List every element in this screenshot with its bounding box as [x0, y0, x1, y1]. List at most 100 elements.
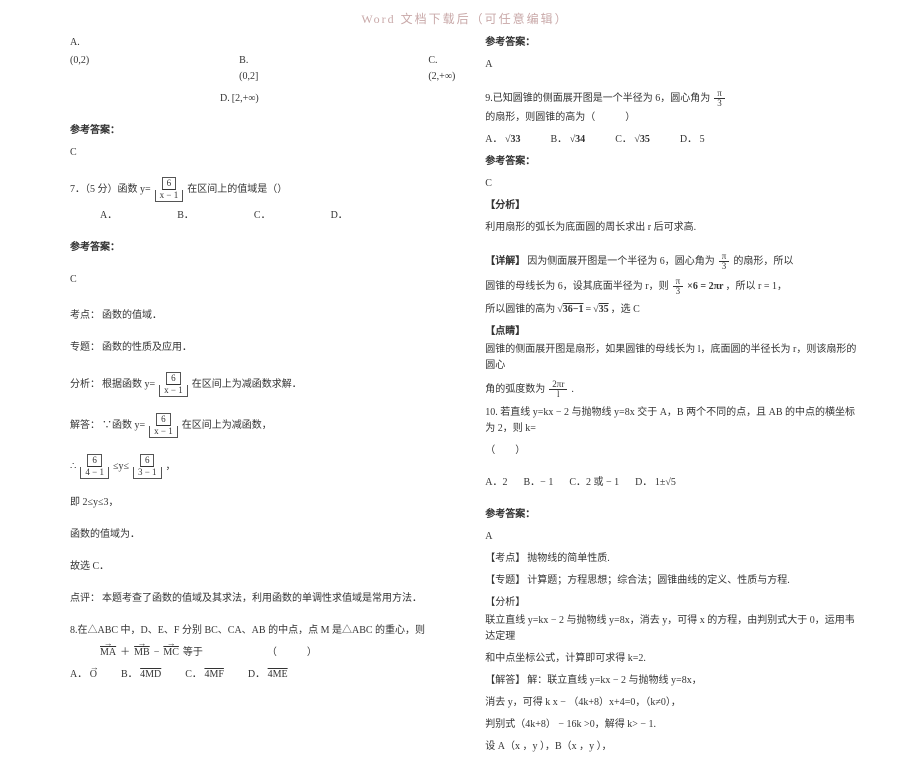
jieda-post: 在区间上为减函数， — [182, 418, 272, 434]
q6-option-a-row: A. — [70, 35, 455, 51]
q10-line1: 10. 若直线 y=kx − 2 与抛物线 y=8x 交于 A，B 两个不同的点… — [485, 405, 860, 437]
sqrt-value: 1±√5 — [655, 477, 676, 488]
jd-line4: 设 A（x ，y ），B（x ，y ）， — [485, 739, 860, 755]
plus-sign: ＋ — [120, 645, 130, 661]
q10-options: A．2 B．− 1 C．2 或 − 1 D． 1±√5 — [485, 475, 860, 491]
vector-o: O — [90, 669, 97, 680]
vector-4mf: 4MF — [204, 669, 223, 680]
mul-text: ×6 = 2πr — [687, 279, 723, 295]
option-letter: B. — [239, 55, 248, 66]
q7-stem: 7．（5 分）函数 y= 6 x − 1 在区间上的值域是（） — [70, 177, 455, 202]
kaodian-value: 函数的值域． — [102, 308, 162, 324]
minus-sign: − — [154, 645, 160, 661]
fraction-icon: 6 4 − 1 — [80, 454, 109, 479]
range-line: 即 2≤y≤3， — [70, 495, 455, 511]
fx2-row: 【分析】 联立直线 y=kx − 2 与抛物线 y=8x，消去 y，可得 x 的… — [485, 595, 860, 645]
q7-post: 在区间上的值域是（） — [187, 182, 287, 198]
option-letter: B． — [121, 669, 138, 680]
option-letter: A. — [70, 35, 80, 51]
frac-num: 6 — [162, 177, 177, 190]
option-letter: A． — [70, 669, 87, 680]
answer-label: 参考答案： — [485, 154, 860, 170]
sqrt-in: 36−1 — [563, 304, 584, 315]
left-column: A. (0,2) B. (0,2] C. (2,+∞) D. [2,+∞) 参考… — [70, 35, 455, 755]
mu-row: 圆锥的母线长为 6，设其底面半径为 r，则 π 3 ×6 = 2πr ，所以 r… — [485, 277, 860, 296]
q6-options-row: (0,2) B. (0,2] C. (2,+∞) — [70, 53, 455, 85]
option-letter: A． — [485, 134, 502, 145]
fraction-icon: 6 x − 1 — [159, 372, 188, 397]
mu-post: ，所以 r = 1， — [726, 279, 787, 295]
interval-b: (0,2] — [239, 71, 258, 82]
opt-c: C．2 或 − 1 — [569, 475, 619, 491]
fraction-icon: π 3 — [673, 277, 684, 296]
answer-value: C — [70, 272, 455, 288]
page-header: Word 文档下载后（可任意编辑） — [70, 10, 860, 27]
frac-num: 6 — [87, 454, 102, 467]
frac-den: 4 − 1 — [80, 467, 109, 479]
q8-vector-row: MA ＋ MB − MC 等于 （ ） — [100, 645, 455, 661]
opt-b-block: B. (0,2] — [239, 53, 258, 85]
option-letter: C. — [428, 55, 437, 66]
mid-text: ≤y≤ — [113, 459, 129, 475]
fenxi-pre: 根据函数 y= — [102, 377, 155, 393]
vector-4me: 4ME — [268, 669, 288, 680]
xiangjie-row: 【详解】 因为侧面展开图是一个半径为 6，圆心角为 π 3 的扇形，所以 — [485, 252, 860, 271]
q7-pre: 7．（5 分）函数 y= — [70, 182, 151, 198]
xj-post: 的扇形，所以 — [733, 254, 793, 270]
opt-block: A． O — [70, 667, 97, 683]
option-letter: C． — [254, 208, 271, 224]
dianjing-label: 【点睛】 — [485, 324, 525, 340]
sqrt-35: 35 — [599, 304, 609, 315]
hudu-pre: 角的弧度数为 — [485, 382, 545, 398]
opt-block: D． 5 — [680, 132, 705, 148]
jieda-pre: ∵函数 y= — [102, 418, 145, 434]
vector-ma: MA — [100, 645, 116, 661]
zt-label: 【专题】 — [485, 573, 525, 589]
q7-options: A． B． C． D． — [100, 208, 455, 224]
jd-line2: 消去 y，可得 k x − （4k+8）x+4=0，（k≠0）， — [485, 695, 860, 711]
kaodian-row: 考点： 函数的值域． — [70, 308, 455, 324]
sqrt-icon: √36−1 — [557, 302, 583, 318]
gao-eq: = — [585, 302, 591, 318]
opt-block: C． √35 — [615, 132, 650, 148]
q6-option-d-row: D. [2,+∞) — [220, 91, 455, 107]
frac-den: x − 1 — [155, 190, 184, 202]
answer-value: C — [70, 145, 455, 161]
zt-value: 计算题；方程思想；综合法；圆锥曲线的定义、性质与方程. — [527, 573, 790, 589]
option-letter: C． — [185, 669, 202, 680]
opt-c-block: C. (2,+∞) — [428, 53, 455, 85]
xiangjie-label: 【详解】 — [485, 254, 525, 270]
answer-value: A — [485, 57, 860, 73]
frac-den: 3 — [719, 262, 730, 271]
option-letter: D. — [220, 91, 230, 107]
sqrt-icon: √35 — [593, 302, 609, 318]
mu-pre: 圆锥的母线长为 6，设其底面半径为 r，则 — [485, 279, 668, 295]
range-line2: 函数的值域为． — [70, 527, 455, 543]
xj-pre: 因为侧面展开图是一个半径为 6，圆心角为 — [527, 254, 715, 270]
answer-label: 参考答案： — [485, 507, 860, 523]
q9-post: 的扇形，则圆锥的高为（ ） — [485, 110, 635, 126]
option-letter: D． — [635, 477, 652, 488]
zhuanti-row: 专题： 函数的性质及应用． — [70, 340, 455, 356]
opt-value: 5 — [700, 134, 705, 145]
fenxi-row: 分析： 根据函数 y= 6 x − 1 在区间上为减函数求解． — [70, 372, 455, 397]
interval-c: (2,+∞) — [428, 71, 455, 82]
kaodian-label: 考点： — [70, 308, 100, 324]
jieda-label: 解答： — [70, 418, 100, 434]
sqrt-value: √35 — [634, 134, 650, 145]
frac-den: 3 — [714, 99, 725, 108]
opt-a: A．2 — [485, 475, 507, 491]
sqrt-value: √33 — [505, 134, 521, 145]
opt-block: B． √34 — [551, 132, 586, 148]
fraction-icon: 6 x − 1 — [155, 177, 184, 202]
interval-a: (0,2) — [70, 53, 89, 69]
gao-post: ，选 C — [611, 302, 640, 318]
opt-b: B．− 1 — [524, 475, 554, 491]
period-text: . — [571, 382, 574, 398]
fenxi-post: 在区间上为减函数求解． — [192, 377, 302, 393]
kd-value: 抛物线的简单性质. — [527, 551, 610, 567]
opt-block: A． √33 — [485, 132, 520, 148]
fx2-value2: 和中点坐标公式，计算即可求得 k=2. — [485, 651, 860, 667]
fx2-value: 联立直线 y=kx − 2 与抛物线 y=8x，消去 y，可得 x 的方程，由判… — [485, 613, 860, 645]
dianjing-value: 圆锥的侧面展开图是扇形，如果圆锥的母线长为 l，底面圆的半径长为 r，则该扇形的… — [485, 342, 860, 374]
